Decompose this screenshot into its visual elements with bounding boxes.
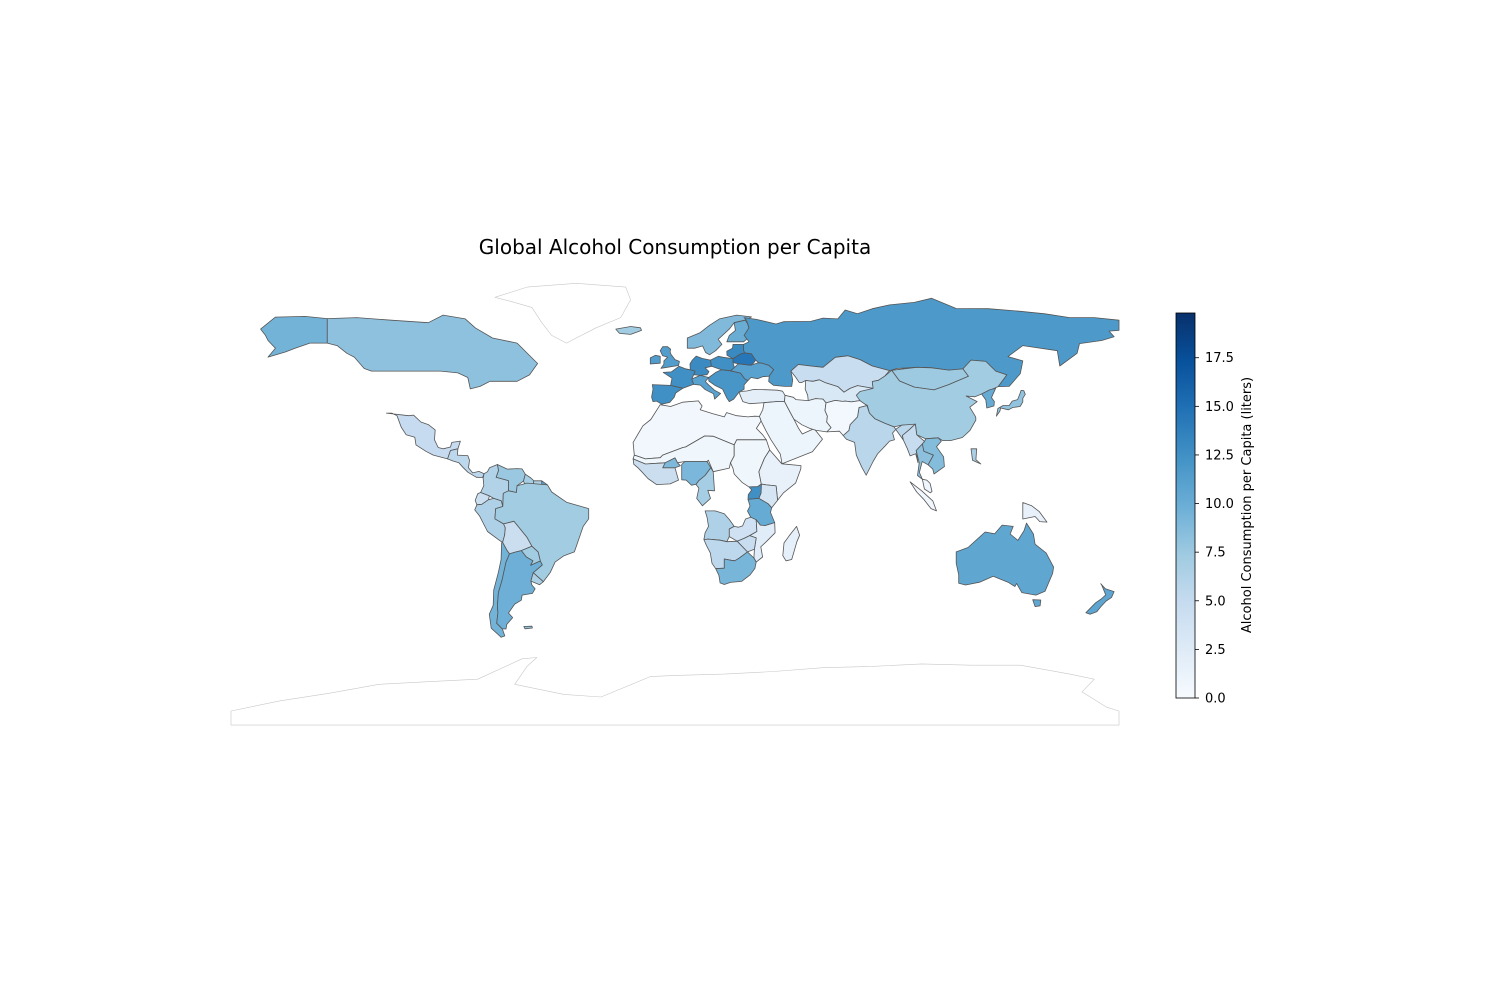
region-mexico bbox=[386, 412, 461, 460]
region-balkans bbox=[708, 369, 749, 402]
region-indonesia bbox=[909, 481, 937, 512]
region-turkey bbox=[739, 389, 786, 405]
colorbar-tick-label: 0.0 bbox=[1205, 692, 1226, 707]
colorbar-tick-label: 5.0 bbox=[1205, 594, 1226, 609]
region-scandinavia bbox=[686, 314, 752, 356]
region-japan bbox=[996, 390, 1026, 417]
colorbar-tick-label: 12.5 bbox=[1205, 448, 1234, 463]
region-greenland bbox=[494, 283, 631, 344]
region-central-america bbox=[447, 448, 485, 478]
region-tasmania bbox=[1032, 599, 1042, 607]
region-canada bbox=[326, 314, 538, 390]
colorbar-label: Alcohol Consumption per Capita (liters) bbox=[1240, 377, 1255, 633]
colorbar-tick-label: 7.5 bbox=[1205, 546, 1226, 561]
region-papua-new-guinea bbox=[1022, 502, 1048, 523]
region-ukraine bbox=[730, 362, 775, 381]
map-title: Global Alcohol Consumption per Capita bbox=[479, 235, 871, 259]
colorbar-gradient bbox=[1175, 312, 1196, 699]
region-alaska bbox=[260, 316, 328, 358]
colorbar-tick-label: 2.5 bbox=[1205, 643, 1226, 658]
region-germany bbox=[689, 355, 712, 376]
region-south-africa bbox=[715, 551, 757, 585]
region-antarctica bbox=[230, 657, 1120, 726]
region-madagascar bbox=[782, 526, 800, 562]
region-burkina-faso bbox=[662, 457, 681, 469]
region-falkland-islands bbox=[523, 625, 533, 630]
colorbar-tick-label: 10.0 bbox=[1205, 497, 1234, 512]
region-new-zealand bbox=[1085, 583, 1115, 615]
colorbar: 0.0 2.5 5.0 7.5 10.0 12.5 15.0 17.5 Alcohol Con… bbox=[1175, 312, 1255, 707]
colorbar-tick-label: 17.5 bbox=[1205, 351, 1234, 366]
region-philippines bbox=[970, 448, 982, 465]
region-iceland bbox=[615, 326, 642, 335]
region-argentina bbox=[496, 550, 543, 630]
map-area bbox=[230, 283, 1120, 726]
region-uruguay bbox=[530, 572, 544, 586]
region-cameroon-gabon bbox=[695, 467, 715, 507]
region-korea bbox=[981, 387, 997, 409]
colorbar-ticks: 0.0 2.5 5.0 7.5 10.0 12.5 15.0 17.5 bbox=[1195, 351, 1234, 707]
region-ireland bbox=[649, 354, 661, 365]
region-italy bbox=[691, 375, 721, 400]
colorbar-tick-label: 15.0 bbox=[1205, 400, 1234, 415]
region-afghanistan-pakistan bbox=[824, 400, 868, 436]
region-finland bbox=[726, 319, 751, 343]
region-malaysia bbox=[922, 478, 933, 494]
region-china bbox=[855, 359, 1008, 441]
region-united-kingdom bbox=[659, 346, 680, 369]
region-poland bbox=[710, 355, 735, 372]
region-vietnam-laos-cambodia bbox=[922, 437, 945, 475]
region-australia bbox=[955, 522, 1054, 596]
